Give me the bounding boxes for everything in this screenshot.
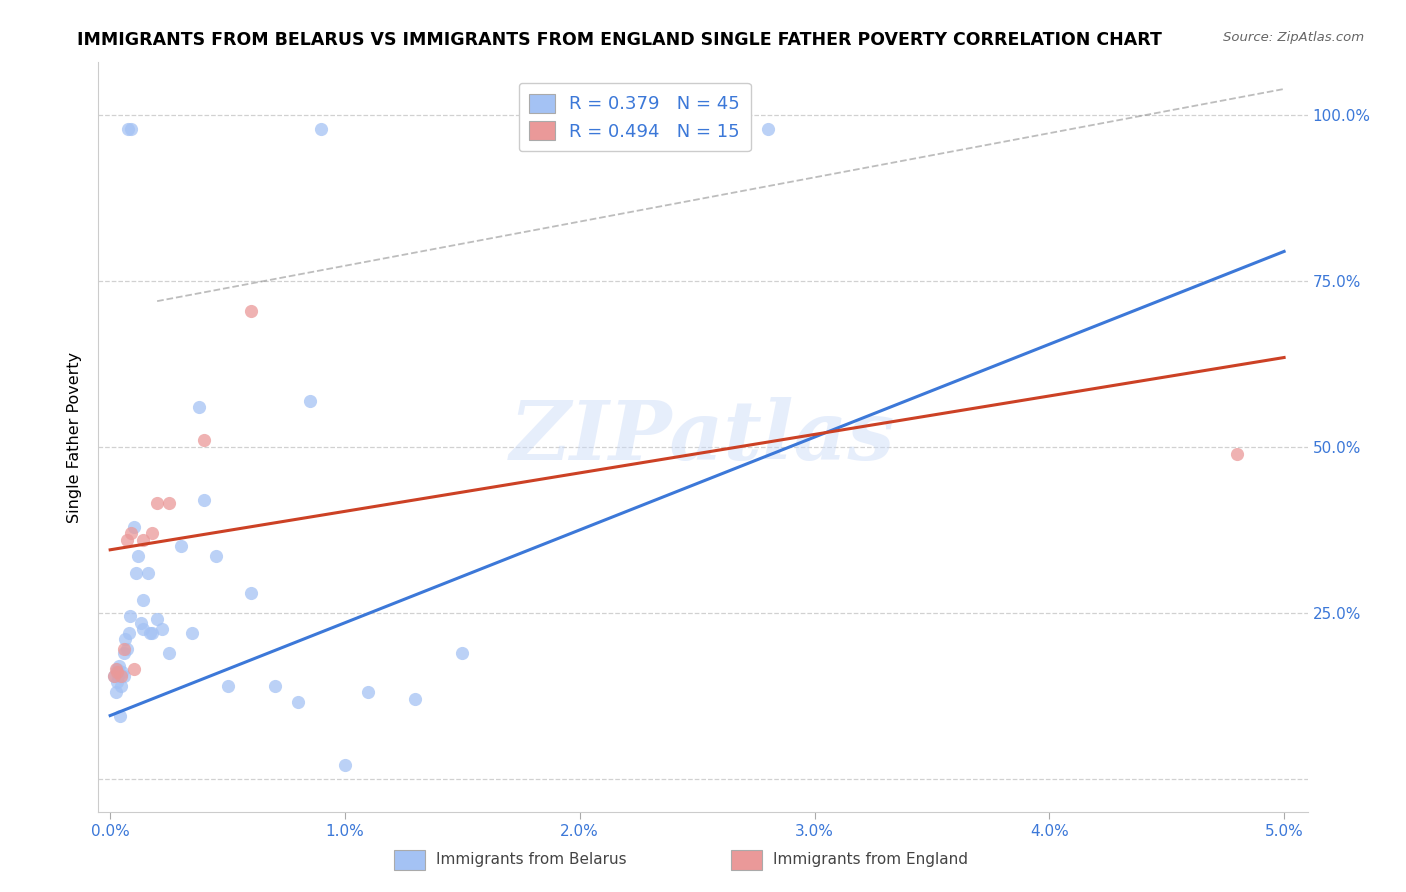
Point [141,625,163,640]
Point [357,685,380,699]
Point [115,533,138,547]
Point [105,662,128,676]
Point [756,121,779,136]
Point [263,679,285,693]
Point [404,692,426,706]
Point [157,646,180,660]
Point [110,679,132,693]
Point [311,121,333,136]
Point [240,586,263,600]
Point [105,675,128,690]
FancyBboxPatch shape [731,850,762,871]
Point [298,393,321,408]
Point [120,609,142,624]
Point [110,669,132,683]
Point [157,496,180,510]
Text: Source: ZipAtlas.com: Source: ZipAtlas.com [1223,31,1364,45]
Point [105,685,128,699]
Point [146,612,169,626]
Text: Immigrants from Belarus: Immigrants from Belarus [436,852,627,867]
Point [188,401,211,415]
Point [117,121,139,136]
Point [122,519,145,533]
Point [129,615,152,630]
Point [111,665,134,680]
Y-axis label: Single Father Poverty: Single Father Poverty [67,351,83,523]
Point [451,646,474,660]
Point [103,669,125,683]
Point [181,625,204,640]
Point [115,642,138,657]
Text: Immigrants from England: Immigrants from England [773,852,969,867]
Point [105,665,128,680]
Text: ZIPatlas: ZIPatlas [510,397,896,477]
Point [333,758,356,772]
Point [107,669,129,683]
Point [103,669,125,683]
Point [1226,447,1249,461]
FancyBboxPatch shape [394,850,425,871]
Legend: R = 0.379   N = 45, R = 0.494   N = 15: R = 0.379 N = 45, R = 0.494 N = 15 [519,83,751,152]
Point [120,121,142,136]
Point [122,662,145,676]
Point [193,493,215,508]
Point [105,662,128,676]
Point [120,526,142,541]
Point [108,658,131,673]
Point [217,679,239,693]
Point [169,540,191,554]
Point [287,695,309,709]
Point [118,625,141,640]
Point [139,625,162,640]
Point [132,533,155,547]
Point [112,642,135,657]
Point [127,549,149,564]
Point [240,304,263,318]
Point [136,566,159,580]
Point [112,646,135,660]
Point [114,632,136,647]
Point [112,669,135,683]
Point [150,623,173,637]
Point [146,496,169,510]
Point [193,434,215,448]
Point [108,708,131,723]
Point [125,566,148,580]
Point [132,623,155,637]
Text: IMMIGRANTS FROM BELARUS VS IMMIGRANTS FROM ENGLAND SINGLE FATHER POVERTY CORRELA: IMMIGRANTS FROM BELARUS VS IMMIGRANTS FR… [77,31,1163,49]
Point [132,592,155,607]
Point [141,526,163,541]
Point [204,549,226,564]
